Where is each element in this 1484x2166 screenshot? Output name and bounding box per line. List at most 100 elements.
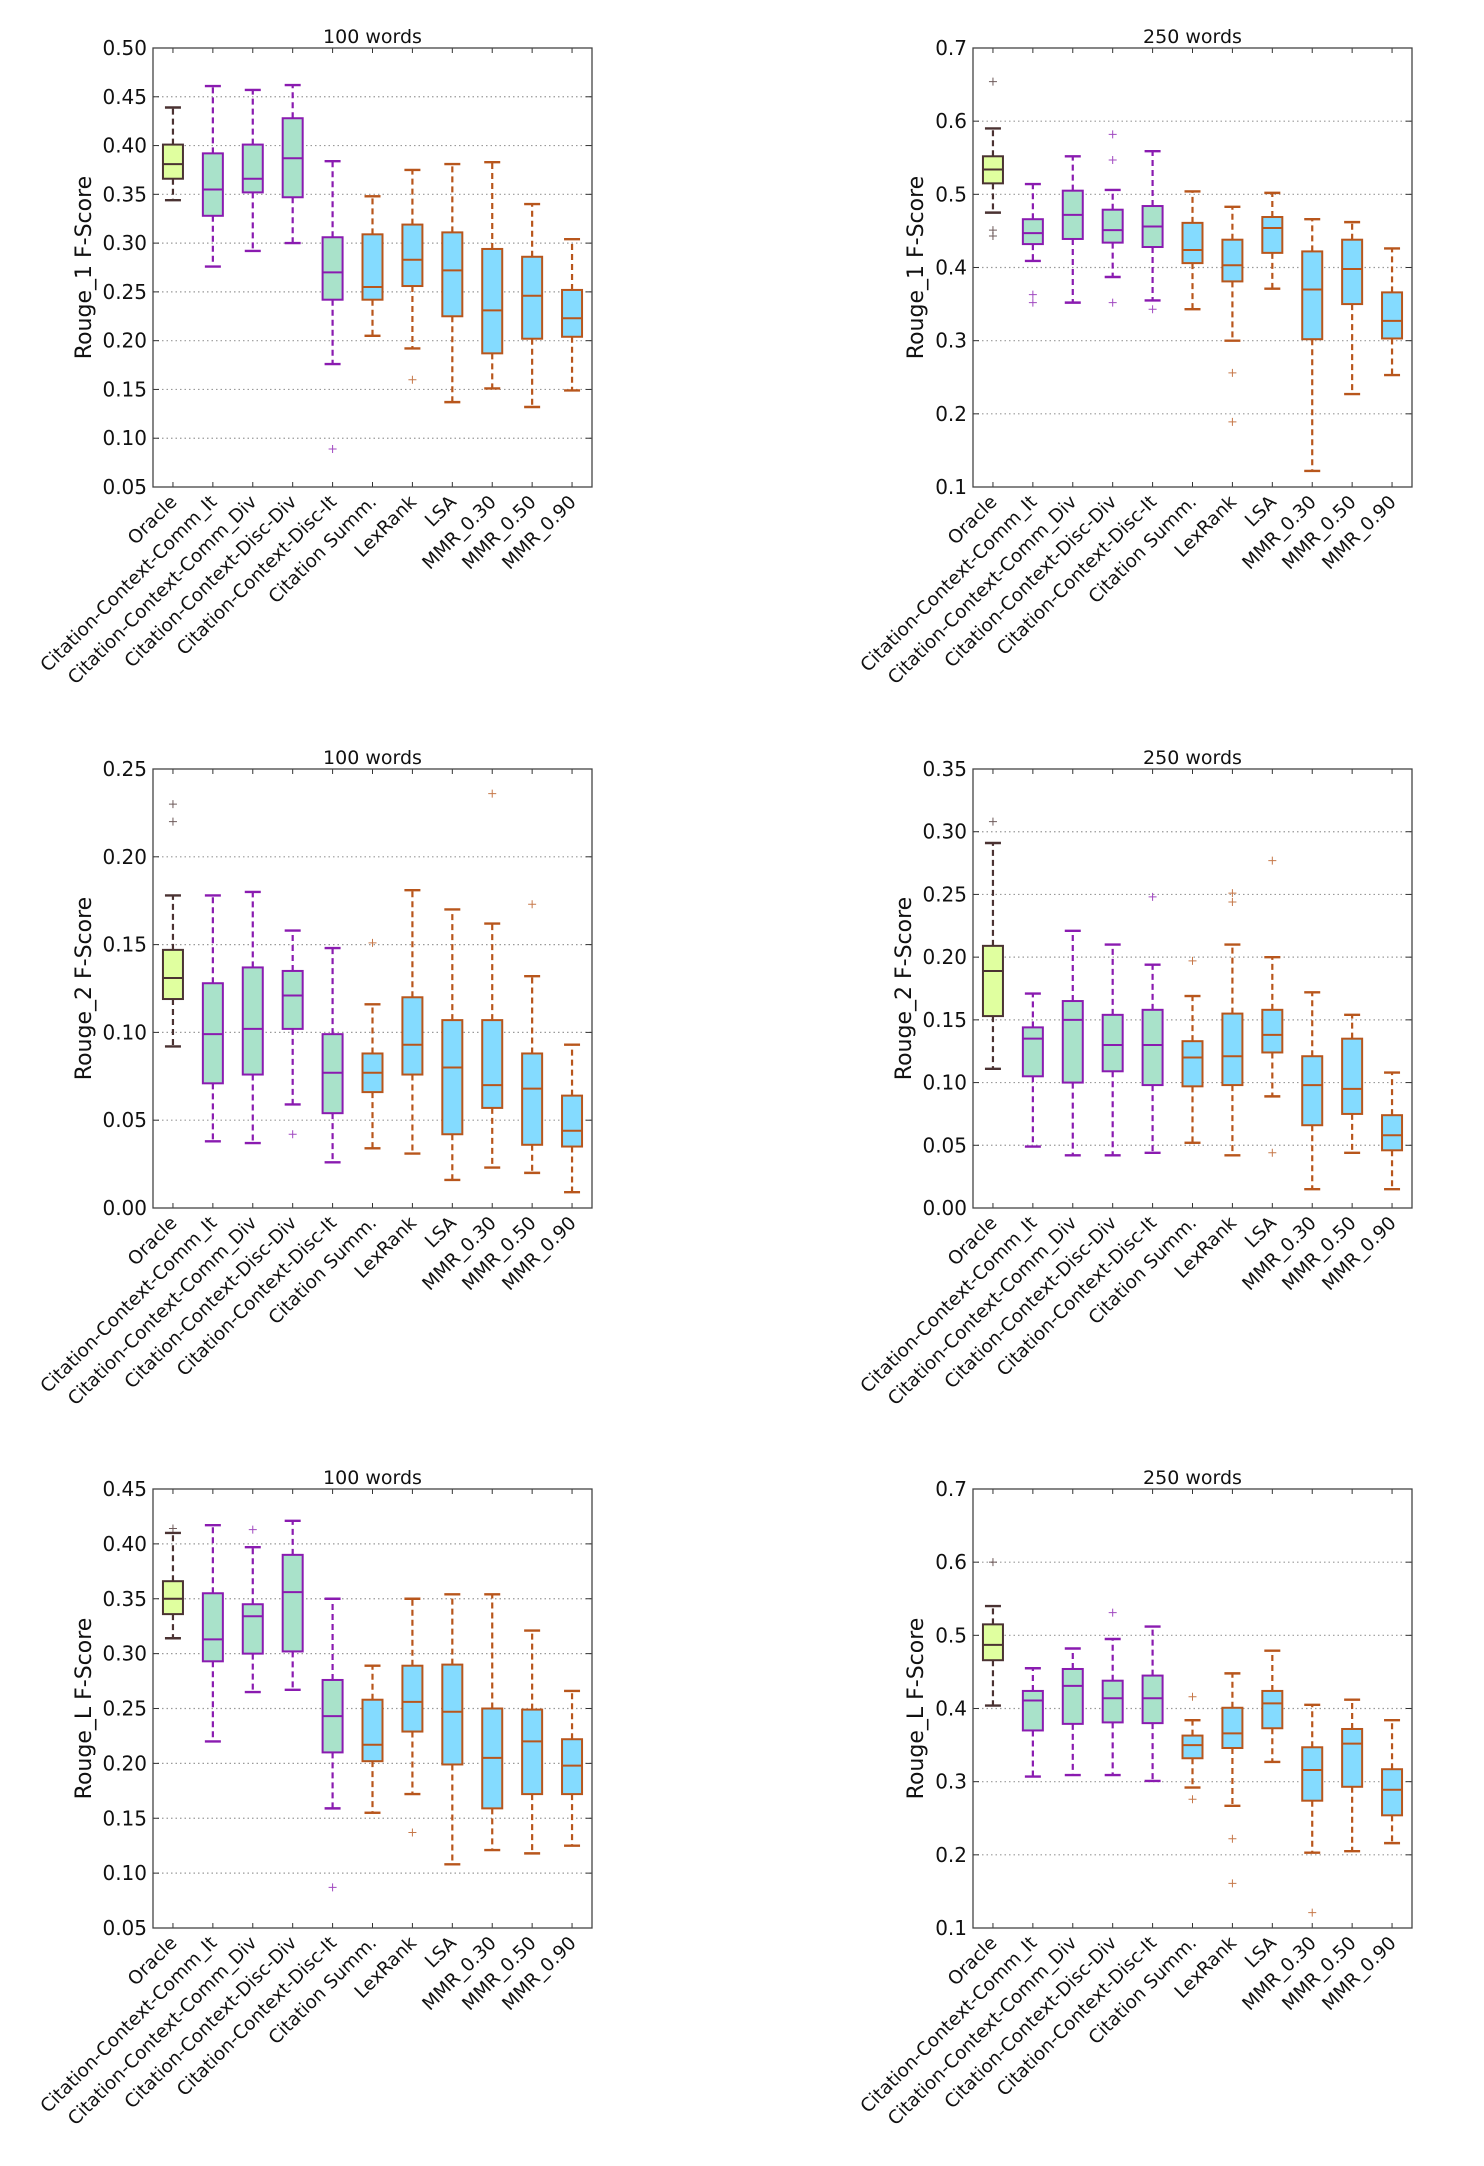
iqr-box bbox=[1021, 1026, 1044, 1078]
chart-panel-6: 0.1 0.2 0.3 0.4 0.5 0.6 0.7 250 words Rouge_L F-… bbox=[857, 1467, 1413, 2130]
box-mmr-0-90 bbox=[561, 238, 584, 392]
box-citation-context-comm-div bbox=[1061, 155, 1084, 304]
box-mmr-0-50 bbox=[521, 1629, 544, 1855]
iqr-box bbox=[321, 236, 344, 301]
iqr-box bbox=[441, 1663, 464, 1766]
y-tick-label: 0.05 bbox=[102, 1108, 147, 1132]
outlier-marker bbox=[168, 800, 177, 809]
outlier-marker bbox=[1108, 1608, 1117, 1617]
iqr-box bbox=[241, 1603, 264, 1655]
y-tick-label: 0.35 bbox=[102, 182, 147, 206]
y-tick-label: 0.35 bbox=[102, 1587, 147, 1611]
outlier-marker bbox=[528, 900, 537, 909]
iqr-box bbox=[521, 255, 544, 340]
iqr-box bbox=[521, 1052, 544, 1146]
box-lsa bbox=[441, 908, 464, 1182]
iqr-box bbox=[1101, 1679, 1124, 1724]
iqr-box bbox=[1261, 1689, 1284, 1730]
box-mmr-0-50 bbox=[1341, 1698, 1364, 1853]
outlier-marker bbox=[1148, 305, 1157, 314]
box-oracle bbox=[161, 1524, 184, 1640]
box-citation-context-comm-it bbox=[201, 84, 224, 268]
y-tick-label: 0.25 bbox=[922, 882, 967, 906]
y-tick-label: 0.30 bbox=[922, 820, 967, 844]
iqr-box bbox=[1341, 1727, 1364, 1788]
box-mmr-0-30 bbox=[1301, 991, 1324, 1191]
box-citation-context-comm-div bbox=[241, 890, 264, 1145]
y-tick-label: 0.1 bbox=[935, 475, 967, 499]
iqr-box bbox=[1181, 1040, 1204, 1088]
y-axis-label: Rouge_1 F-Score bbox=[72, 176, 97, 359]
y-tick-label: 0.4 bbox=[935, 256, 967, 280]
iqr-box bbox=[1061, 1667, 1084, 1725]
chart-title: 250 words bbox=[1143, 26, 1242, 48]
box-citation-context-comm-it bbox=[1021, 1667, 1044, 1778]
box-citation-context-disc-div bbox=[1101, 943, 1124, 1157]
iqr-box bbox=[441, 1019, 464, 1136]
box-lsa bbox=[441, 1593, 464, 1866]
iqr-box bbox=[161, 1580, 184, 1616]
iqr-box bbox=[981, 944, 1004, 1018]
outlier-marker bbox=[1228, 368, 1237, 377]
box-mmr-0-90 bbox=[561, 1043, 584, 1194]
outlier-marker bbox=[288, 1130, 297, 1139]
outlier-marker bbox=[988, 77, 997, 86]
y-tick-label: 0.20 bbox=[102, 329, 147, 353]
box-lexrank bbox=[401, 168, 424, 384]
outlier-marker bbox=[1228, 1879, 1237, 1888]
box-mmr-0-30 bbox=[1301, 218, 1324, 473]
iqr-box bbox=[241, 143, 264, 194]
y-tick-label: 0.10 bbox=[102, 426, 147, 450]
iqr-box bbox=[481, 1019, 504, 1109]
box-citation-context-disc-div bbox=[281, 83, 304, 245]
chart-panel-4: 0.00 0.05 0.10 0.15 0.20 0.25 0.30 0.35 250 word… bbox=[857, 747, 1413, 1410]
box-citation-context-comm-div bbox=[1061, 1647, 1084, 1777]
iqr-box bbox=[201, 1592, 224, 1663]
box-citation-context-comm-div bbox=[1061, 929, 1084, 1157]
box-citation-context-disc-it bbox=[1141, 892, 1164, 1155]
outlier-marker bbox=[1148, 892, 1157, 901]
y-tick-label: 0.4 bbox=[935, 1697, 967, 1721]
y-axis-label: Rouge_2 F-Score bbox=[892, 897, 917, 1080]
iqr-box bbox=[1181, 1734, 1204, 1760]
iqr-box bbox=[521, 1708, 544, 1796]
iqr-box bbox=[241, 966, 264, 1076]
box-mmr-0-90 bbox=[1381, 1071, 1404, 1191]
iqr-box bbox=[361, 1698, 384, 1763]
box-citation-context-comm-it bbox=[1021, 182, 1044, 307]
y-tick-label: 0.20 bbox=[922, 945, 967, 969]
outlier-marker bbox=[1308, 1908, 1317, 1917]
y-tick-label: 0.2 bbox=[935, 402, 967, 426]
y-tick-label: 0.00 bbox=[922, 1196, 967, 1220]
iqr-box bbox=[481, 247, 504, 355]
iqr-box bbox=[981, 1623, 1004, 1662]
iqr-box bbox=[401, 223, 424, 288]
y-tick-label: 0.40 bbox=[102, 1532, 147, 1556]
iqr-box bbox=[561, 1094, 584, 1148]
box-lexrank bbox=[1221, 1672, 1244, 1888]
iqr-box bbox=[401, 996, 424, 1076]
box-citation-summ- bbox=[361, 938, 384, 1150]
box-citation-context-disc-it bbox=[321, 1597, 344, 1892]
plot-frame bbox=[972, 47, 1413, 488]
iqr-box bbox=[1221, 238, 1244, 283]
iqr-box bbox=[1141, 1674, 1164, 1725]
iqr-box bbox=[1141, 1008, 1164, 1087]
iqr-box bbox=[1381, 1114, 1404, 1152]
y-tick-label: 0.05 bbox=[922, 1133, 967, 1157]
box-citation-context-comm-div bbox=[241, 88, 264, 253]
iqr-box bbox=[201, 152, 224, 217]
outlier-marker bbox=[1268, 1148, 1277, 1157]
outlier-marker bbox=[988, 232, 997, 241]
y-tick-label: 0.1 bbox=[935, 1916, 967, 1940]
iqr-box bbox=[401, 1664, 424, 1733]
y-tick-label: 0.7 bbox=[935, 36, 967, 60]
outlier-marker bbox=[168, 817, 177, 826]
box-oracle bbox=[981, 1558, 1004, 1707]
chart-title: 100 words bbox=[323, 26, 422, 48]
box-citation-context-comm-it bbox=[201, 1524, 224, 1743]
outlier-marker bbox=[368, 938, 377, 947]
box-citation-summ- bbox=[1181, 956, 1204, 1144]
box-citation-context-disc-it bbox=[1141, 149, 1164, 314]
box-oracle bbox=[981, 77, 1004, 241]
